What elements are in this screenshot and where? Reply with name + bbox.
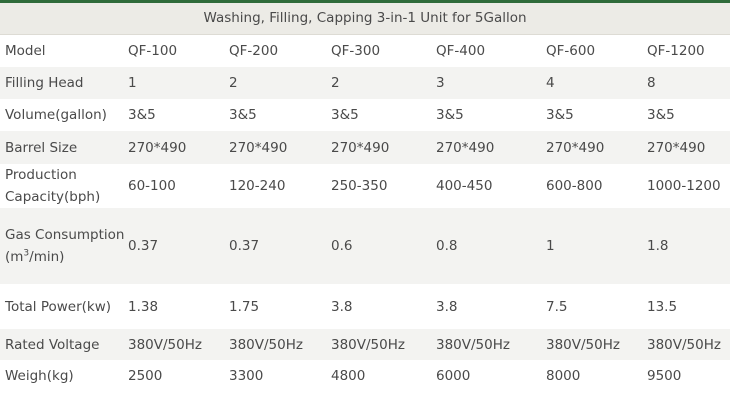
table-cell: 1000-1200 — [647, 178, 721, 194]
table-cell: 3&5 — [229, 107, 257, 123]
table-row-production-capacity: Production Capacity(bph) 60-100 120-240 … — [0, 164, 730, 208]
table-cell: 1 — [126, 67, 227, 99]
table-cell: 6000 — [436, 368, 471, 384]
table-cell: 8 — [645, 67, 730, 99]
table-cell: 380V/50Hz — [329, 329, 434, 360]
table-row-barrel-size: Barrel Size 270*490 270*490 270*490 270*… — [0, 131, 730, 164]
table-row-gas-consumption: Gas Consumption (m3/min) 0.37 0.37 0.6 0… — [0, 208, 730, 284]
table-title: Washing, Filling, Capping 3-in-1 Unit fo… — [0, 3, 730, 35]
table-cell: 250-350 — [331, 178, 388, 194]
top-accent-line — [0, 0, 730, 3]
table-cell: QF-200 — [229, 43, 279, 59]
table-cell: 380V/50Hz — [645, 329, 730, 360]
row-label: Model — [5, 43, 46, 59]
row-label-text: Gas Consumption (m — [5, 227, 125, 265]
table-cell: 380V/50Hz — [544, 329, 645, 360]
table-cell: 600-800 — [546, 178, 603, 194]
row-label: Production Capacity(bph) — [5, 167, 101, 205]
table-cell: 1.75 — [229, 298, 260, 315]
table-cell: 3&5 — [331, 107, 359, 123]
table-row-rated-voltage: Rated Voltage 380V/50Hz 380V/50Hz 380V/5… — [0, 329, 730, 360]
table-cell: 3.8 — [331, 298, 353, 315]
table-cell: 3.8 — [436, 298, 458, 315]
table-cell: QF-300 — [331, 43, 381, 59]
table-cell: 13.5 — [647, 298, 678, 315]
table-cell: 270*490 — [227, 131, 329, 164]
row-label: Rated Voltage — [0, 329, 126, 360]
table-cell: 4 — [544, 67, 645, 99]
table-cell: 4800 — [331, 368, 366, 384]
table-cell: 3300 — [229, 368, 264, 384]
table-cell: 0.37 — [227, 208, 329, 284]
table-cell: 1.8 — [645, 208, 730, 284]
table-cell: QF-600 — [546, 43, 596, 59]
row-label: Filling Head — [0, 67, 126, 99]
table-cell: 3&5 — [128, 107, 156, 123]
table-cell: 8000 — [546, 368, 581, 384]
table-cell: QF-1200 — [647, 43, 705, 59]
table-cell: 270*490 — [544, 131, 645, 164]
table-cell: 120-240 — [229, 178, 286, 194]
table-cell: 270*490 — [645, 131, 730, 164]
table-row-weight: Weigh(kg) 2500 3300 4800 6000 8000 9500 — [0, 360, 730, 392]
table-cell: 3 — [434, 67, 544, 99]
row-label: Weigh(kg) — [5, 368, 74, 384]
table-cell: 270*490 — [126, 131, 227, 164]
row-label: Barrel Size — [0, 131, 126, 164]
table-cell: 2500 — [128, 368, 163, 384]
table-cell: 1.38 — [128, 298, 159, 315]
table-cell: 270*490 — [434, 131, 544, 164]
table-cell: 9500 — [647, 368, 682, 384]
spec-table: Model QF-100 QF-200 QF-300 QF-400 QF-600… — [0, 35, 730, 392]
row-label: Total Power(kw) — [5, 298, 112, 315]
row-label: Volume(gallon) — [5, 107, 107, 123]
table-cell: 2 — [329, 67, 434, 99]
table-cell: 2 — [227, 67, 329, 99]
table-cell: 7.5 — [546, 298, 568, 315]
table-cell: 380V/50Hz — [126, 329, 227, 360]
table-cell: 380V/50Hz — [434, 329, 544, 360]
table-cell: 0.6 — [329, 208, 434, 284]
table-row-volume: Volume(gallon) 3&5 3&5 3&5 3&5 3&5 3&5 — [0, 99, 730, 131]
table-cell: 3&5 — [436, 107, 464, 123]
table-row-total-power: Total Power(kw) 1.38 1.75 3.8 3.8 7.5 13… — [0, 284, 730, 329]
row-label-text: /min) — [29, 249, 65, 265]
table-cell: 400-450 — [436, 178, 493, 194]
superscript: 3 — [23, 248, 30, 259]
table-cell: QF-100 — [128, 43, 178, 59]
table-cell: 3&5 — [546, 107, 574, 123]
table-cell: 3&5 — [647, 107, 675, 123]
table-cell: 60-100 — [128, 178, 176, 194]
table-row-filling-head: Filling Head 1 2 2 3 4 8 — [0, 67, 730, 99]
row-label: Gas Consumption (m3/min) — [0, 208, 126, 284]
table-cell: 270*490 — [329, 131, 434, 164]
table-cell: 0.37 — [126, 208, 227, 284]
table-cell: 380V/50Hz — [227, 329, 329, 360]
table-cell: 1 — [544, 208, 645, 284]
table-cell: QF-400 — [436, 43, 486, 59]
table-cell: 0.8 — [434, 208, 544, 284]
table-row-model: Model QF-100 QF-200 QF-300 QF-400 QF-600… — [0, 35, 730, 67]
